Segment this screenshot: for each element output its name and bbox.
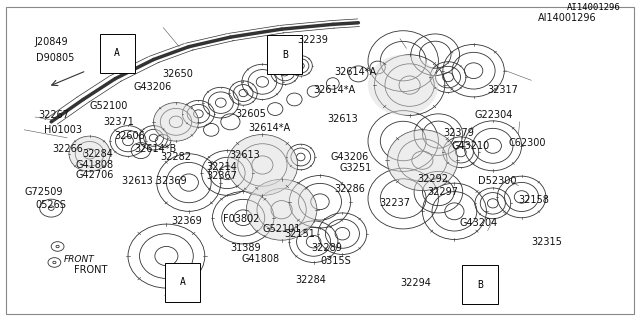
Ellipse shape	[227, 135, 298, 195]
Text: 32613: 32613	[229, 150, 260, 160]
Text: 31389: 31389	[230, 243, 261, 253]
Text: G42706: G42706	[76, 170, 114, 180]
Text: G43206: G43206	[331, 152, 369, 162]
Text: B: B	[282, 50, 288, 60]
Text: 32614*B: 32614*B	[134, 144, 177, 154]
Text: 32315: 32315	[531, 237, 562, 247]
Text: G41808: G41808	[76, 160, 114, 170]
Text: 32151: 32151	[284, 229, 315, 239]
Text: 32614*A: 32614*A	[314, 85, 356, 95]
Text: G22304: G22304	[475, 110, 513, 120]
Text: F03802: F03802	[223, 214, 259, 224]
Text: AI14001296: AI14001296	[567, 3, 621, 12]
Text: 32267: 32267	[38, 110, 69, 120]
Text: 32367: 32367	[207, 171, 237, 181]
Text: G43206: G43206	[133, 82, 172, 92]
Text: 32214: 32214	[207, 162, 237, 172]
Text: 32266: 32266	[52, 144, 83, 154]
Text: 32282: 32282	[160, 152, 191, 162]
Text: 32239: 32239	[298, 35, 328, 45]
Text: AI14001296: AI14001296	[538, 13, 596, 23]
Text: 32289: 32289	[311, 243, 342, 253]
Text: C62300: C62300	[509, 138, 547, 148]
Text: 32292: 32292	[417, 174, 448, 184]
Text: D90805: D90805	[36, 53, 75, 63]
Text: B: B	[477, 280, 483, 290]
Text: 32158: 32158	[518, 195, 549, 205]
Text: 32369: 32369	[172, 216, 202, 226]
Text: 32284: 32284	[296, 275, 326, 285]
Text: 32650: 32650	[162, 69, 193, 79]
Text: FRONT: FRONT	[64, 255, 95, 264]
Text: A: A	[179, 277, 186, 287]
Text: 32613: 32613	[328, 114, 358, 124]
Text: 32201: 32201	[163, 288, 194, 298]
Text: 32614*A: 32614*A	[248, 123, 291, 133]
Text: 0315S: 0315S	[320, 256, 351, 266]
Text: G72509: G72509	[24, 187, 63, 197]
Text: 32613 32369: 32613 32369	[122, 176, 186, 186]
Text: 0526S: 0526S	[35, 200, 66, 210]
Text: D52300: D52300	[478, 176, 516, 186]
Text: 32297: 32297	[428, 187, 458, 197]
Ellipse shape	[154, 103, 198, 141]
Ellipse shape	[69, 136, 110, 172]
Text: A: A	[114, 48, 120, 58]
Text: 32606: 32606	[114, 131, 145, 141]
Ellipse shape	[246, 180, 317, 240]
Text: G3251: G3251	[339, 163, 371, 173]
Text: 32294: 32294	[400, 278, 431, 288]
Text: G52101: G52101	[262, 224, 301, 234]
Ellipse shape	[368, 55, 438, 116]
Text: H01003: H01003	[44, 125, 81, 135]
Text: FRONT: FRONT	[74, 266, 107, 276]
Text: 32286: 32286	[334, 184, 365, 194]
Text: 32284: 32284	[82, 149, 113, 159]
Text: G43204: G43204	[460, 218, 498, 228]
Text: 32371: 32371	[104, 117, 134, 127]
Text: 32614*A: 32614*A	[334, 67, 376, 77]
Text: G41808: G41808	[242, 254, 280, 264]
Text: 32237: 32237	[379, 198, 410, 208]
Text: 32317: 32317	[488, 85, 518, 95]
Ellipse shape	[387, 130, 458, 190]
Text: 32605: 32605	[235, 109, 266, 119]
Text: G52100: G52100	[90, 101, 128, 111]
Text: J20849: J20849	[35, 37, 68, 47]
Text: G43210: G43210	[452, 141, 490, 151]
Text: 32379: 32379	[444, 128, 474, 138]
